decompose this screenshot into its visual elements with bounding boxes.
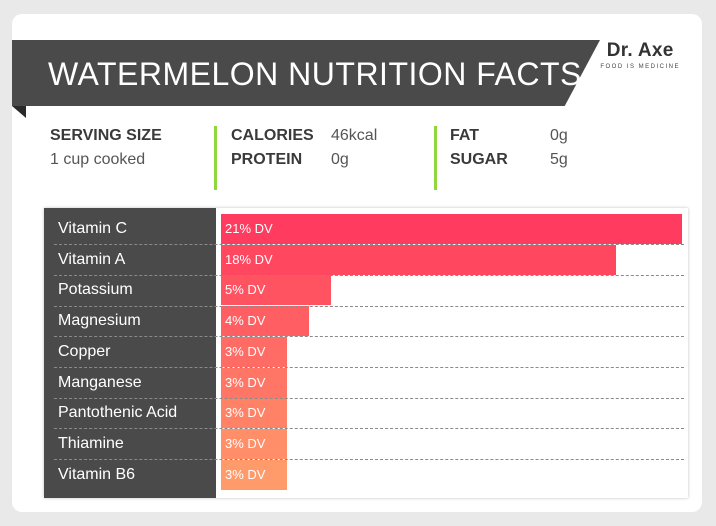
row-separator <box>54 336 684 338</box>
bar-value-label: 18% DV <box>225 251 273 267</box>
category-label: Vitamin B6 <box>58 465 136 483</box>
category-label: Vitamin A <box>58 250 126 268</box>
category-label: Copper <box>58 342 111 360</box>
bar <box>221 367 287 398</box>
bar-value-label: 3% DV <box>225 343 266 359</box>
serving-size-label: SERVING SIZE <box>50 127 162 144</box>
serving-size-value: 1 cup cooked <box>50 151 146 168</box>
bar <box>221 275 331 306</box>
brand-tagline: FOOD IS MEDICINE <box>600 64 680 70</box>
bar-value-label: 3% DV <box>225 466 266 482</box>
protein-label: PROTEIN <box>231 151 303 168</box>
bar <box>221 244 616 275</box>
bar <box>221 214 682 244</box>
divider-left <box>214 126 217 190</box>
row-separator <box>54 274 684 276</box>
bar <box>221 306 309 337</box>
bar-value-label: 3% DV <box>225 435 266 451</box>
row-separator <box>54 305 684 307</box>
row-separator <box>54 244 684 246</box>
row-separator <box>54 397 684 399</box>
bar <box>221 459 287 490</box>
category-label: Pantothenic Acid <box>58 404 178 422</box>
brand-logo: Dr. Axe FOOD IS MEDICINE <box>600 40 680 70</box>
calories-protein-block: CALORIES 46kcal PROTEIN 0g <box>231 127 377 175</box>
calories-label: CALORIES <box>231 127 314 144</box>
row-separator <box>54 459 684 461</box>
category-label: Vitamin C <box>58 220 128 237</box>
page-title: WATERMELON NUTRITION FACTS <box>48 56 582 92</box>
category-label: Magnesium <box>58 312 141 330</box>
fat-value: 0g <box>550 127 568 144</box>
serving-size-block: SERVING SIZE 1 cup cooked <box>50 127 162 169</box>
row-separator <box>54 367 684 368</box>
bar-value-label: 3% DV <box>225 405 266 421</box>
brand-name: Dr. Axe <box>606 40 674 61</box>
category-label: Thiamine <box>58 434 124 452</box>
fat-label: FAT <box>450 127 480 144</box>
fat-sugar-block: FAT 0g SUGAR 5g <box>450 127 568 175</box>
title-banner <box>12 40 600 106</box>
bar-value-label: 21% DV <box>225 221 273 236</box>
category-label-panel <box>44 208 216 498</box>
protein-value: 0g <box>331 151 349 168</box>
sugar-label: SUGAR <box>450 151 508 168</box>
row-separator <box>54 428 684 430</box>
bar-value-label: 3% DV <box>225 374 266 390</box>
divider-right <box>434 126 437 190</box>
nutrition-summary: SERVING SIZE 1 cup cooked CALORIES 46kca… <box>0 127 716 191</box>
calories-value: 46kcal <box>331 127 378 144</box>
category-label: Potassium <box>58 281 133 299</box>
bar <box>221 336 287 367</box>
bar-value-label: 4% DV <box>225 313 266 329</box>
bar <box>221 398 287 429</box>
sugar-value: 5g <box>550 151 568 168</box>
bar-value-label: 5% DV <box>225 282 266 298</box>
category-label: Manganese <box>58 373 142 391</box>
bar <box>221 428 287 459</box>
